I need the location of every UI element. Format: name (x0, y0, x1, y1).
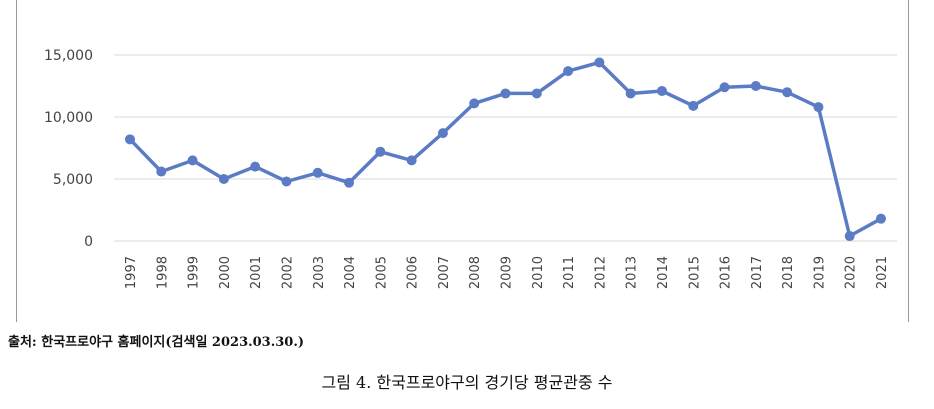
x-tick-label: 2014 (656, 256, 671, 289)
x-tick-label: 2006 (406, 256, 421, 289)
data-point (125, 134, 135, 145)
data-point (594, 57, 605, 68)
data-point (281, 176, 292, 187)
data-point (437, 128, 448, 139)
data-point (500, 88, 511, 99)
y-tick-label: 5,000 (53, 172, 93, 188)
x-tick-label: 2011 (562, 256, 577, 289)
source-note: 출처: 한국프로야구 홈페이지(검색일 2023.03.30.) (8, 335, 305, 350)
data-point (813, 102, 824, 113)
x-tick-label: 1999 (187, 256, 202, 289)
y-tick-label: 15,000 (44, 48, 93, 64)
x-tick-label: 2016 (719, 256, 734, 289)
data-point (344, 177, 355, 188)
data-point (656, 85, 667, 96)
data-point (625, 88, 636, 99)
data-point (156, 166, 167, 177)
data-point (563, 66, 574, 77)
data-point (375, 146, 386, 157)
data-point (469, 98, 480, 109)
y-tick-label: 10,000 (44, 110, 93, 126)
x-tick-label: 2008 (468, 256, 483, 289)
x-tick-label: 2007 (437, 256, 452, 289)
x-tick-label: 2012 (593, 256, 608, 289)
data-point (844, 231, 855, 242)
chart-frame (16, 0, 909, 322)
data-point (187, 155, 198, 166)
x-tick-label: 2021 (875, 256, 890, 289)
data-point (750, 81, 761, 91)
data-point (876, 213, 886, 224)
x-tick-label: 2015 (687, 256, 702, 289)
x-tick-label: 2020 (844, 256, 859, 289)
x-tick-label: 2001 (249, 256, 264, 289)
y-tick-label: 0 (84, 234, 93, 250)
x-tick-label: 1997 (124, 256, 139, 289)
data-point (531, 88, 542, 99)
figure-caption: 그림 4. 한국프로야구의 경기당 평균관중 수 (321, 373, 613, 392)
x-tick-label: 2017 (750, 256, 765, 289)
data-point (782, 87, 793, 98)
x-tick-label: 2010 (531, 256, 546, 289)
data-point (406, 155, 417, 166)
x-tick-label: 2013 (625, 256, 640, 289)
x-tick-label: 2018 (781, 256, 796, 289)
data-point (688, 100, 699, 111)
x-tick-label: 2004 (343, 256, 358, 289)
x-tick-label: 2019 (812, 256, 827, 289)
data-point (250, 161, 261, 172)
x-tick-label: 2003 (312, 256, 327, 289)
data-point (719, 82, 730, 93)
x-tick-label: 2000 (218, 256, 233, 289)
data-point (312, 167, 323, 178)
x-tick-label: 1998 (155, 256, 170, 289)
x-tick-label: 2005 (374, 256, 389, 289)
x-tick-label: 2002 (280, 256, 295, 289)
line-chart: 15,000 10,000 5,000 0 1997 1998 1999 2000 2001 20… (44, 48, 897, 289)
x-tick-label: 2009 (500, 256, 515, 289)
data-point (218, 174, 229, 184)
